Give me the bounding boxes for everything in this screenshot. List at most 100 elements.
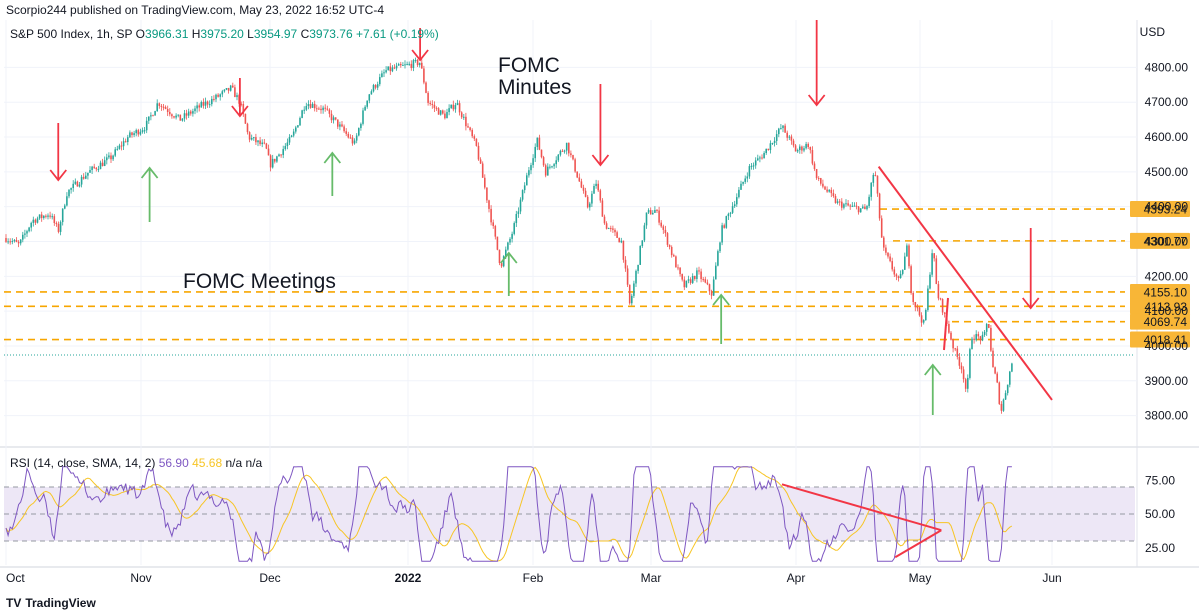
- candle-body: [502, 256, 505, 267]
- candle-body: [523, 185, 526, 191]
- candle-body: [983, 331, 986, 335]
- candle-body: [893, 269, 896, 275]
- candle-body: [347, 133, 350, 138]
- candle-body: [488, 200, 490, 209]
- candle-body: [677, 267, 679, 269]
- rsi-sma-line: [5, 466, 1013, 562]
- candle-body: [908, 245, 910, 267]
- candle-body: [721, 225, 723, 243]
- candle-body: [213, 98, 215, 100]
- candle-body: [597, 183, 599, 191]
- y-tick-label: 4800.00: [1145, 60, 1189, 74]
- candle-body: [679, 267, 681, 275]
- candle-body: [859, 208, 862, 213]
- candle-body: [805, 143, 807, 149]
- candle-body: [101, 162, 104, 166]
- candle-body: [99, 162, 102, 170]
- candle-body: [815, 168, 818, 179]
- candle-body: [927, 288, 929, 310]
- rsi-na-2: n/a: [245, 456, 263, 470]
- candle-body: [36, 218, 39, 223]
- candle-body: [496, 236, 499, 250]
- candle-body: [637, 264, 639, 271]
- candle-body: [985, 323, 988, 332]
- candle-body: [469, 127, 471, 131]
- candle-body: [118, 145, 121, 149]
- candle-body: [660, 222, 662, 227]
- symbol-legend: S&P 500 Index, 1h, SP O3966.31 H3975.20 …: [10, 27, 439, 41]
- candle-body: [500, 262, 503, 267]
- candle-body: [607, 228, 610, 230]
- currency-label: USD: [1140, 25, 1166, 39]
- candle-body: [421, 62, 423, 69]
- candle-body: [916, 307, 919, 309]
- candle-body: [561, 150, 564, 152]
- candle-body: [22, 234, 24, 240]
- candle-body: [194, 108, 196, 112]
- candle-body: [620, 240, 623, 243]
- candle-body: [505, 249, 507, 257]
- candle-body: [937, 284, 940, 299]
- candle-body: [307, 104, 310, 106]
- candle-body: [242, 103, 245, 114]
- candle-body: [379, 77, 381, 85]
- candle-body: [515, 213, 518, 224]
- candle-body: [290, 135, 293, 138]
- candle-body: [477, 145, 480, 160]
- candle-body: [219, 94, 221, 97]
- candle-body: [330, 113, 333, 121]
- candle-body: [97, 169, 100, 171]
- candle-body: [652, 212, 654, 215]
- grid-layer: [0, 20, 1199, 568]
- candle-body: [519, 199, 522, 212]
- rsi-value: 56.90: [158, 456, 189, 470]
- candle-body: [595, 183, 597, 187]
- candle-body: [261, 142, 263, 145]
- candle-body: [918, 307, 921, 316]
- tradingview-branding[interactable]: TV TradingView: [6, 596, 96, 610]
- candle-body: [904, 256, 906, 270]
- level-label-bg: [1130, 298, 1190, 315]
- level-label-bg: [1130, 331, 1190, 348]
- candle-body: [551, 166, 553, 168]
- level-label-bg: [1130, 232, 1190, 249]
- rsi-band-fill: [4, 487, 1135, 541]
- arrow-head: [712, 293, 730, 306]
- candle-body: [61, 208, 64, 223]
- candle-body: [246, 123, 249, 133]
- candle-body: [689, 279, 692, 283]
- candle-body: [395, 65, 398, 69]
- candle-body: [939, 298, 942, 300]
- candle-body: [89, 170, 91, 173]
- candle-body: [920, 315, 923, 323]
- candle-body: [263, 142, 266, 144]
- candle-body: [250, 137, 253, 140]
- level-label: 4018.41: [1144, 333, 1188, 347]
- candle-body: [990, 327, 992, 351]
- candle-body: [759, 157, 761, 159]
- candle-body: [698, 270, 700, 272]
- candle-body: [864, 206, 866, 210]
- candle-body: [591, 193, 593, 204]
- candle-body: [517, 211, 520, 214]
- candle-body: [74, 181, 77, 184]
- candle-body: [450, 104, 452, 109]
- candle-body: [5, 238, 7, 242]
- candle-body: [996, 373, 998, 383]
- candle-body: [49, 215, 51, 217]
- candle-body: [639, 246, 641, 265]
- candle-body: [116, 148, 119, 150]
- candle-body: [423, 68, 425, 83]
- candle-body: [532, 158, 534, 166]
- candle-body: [351, 137, 354, 144]
- candle-body: [914, 301, 917, 308]
- candle-body: [169, 111, 171, 115]
- candle-body: [603, 216, 606, 224]
- candle-body: [288, 137, 291, 143]
- candle-body: [922, 320, 925, 323]
- candle-body: [418, 62, 421, 66]
- candle-body: [899, 273, 902, 279]
- candle-body: [586, 196, 589, 208]
- y-tick-label: 4600.00: [1145, 130, 1189, 144]
